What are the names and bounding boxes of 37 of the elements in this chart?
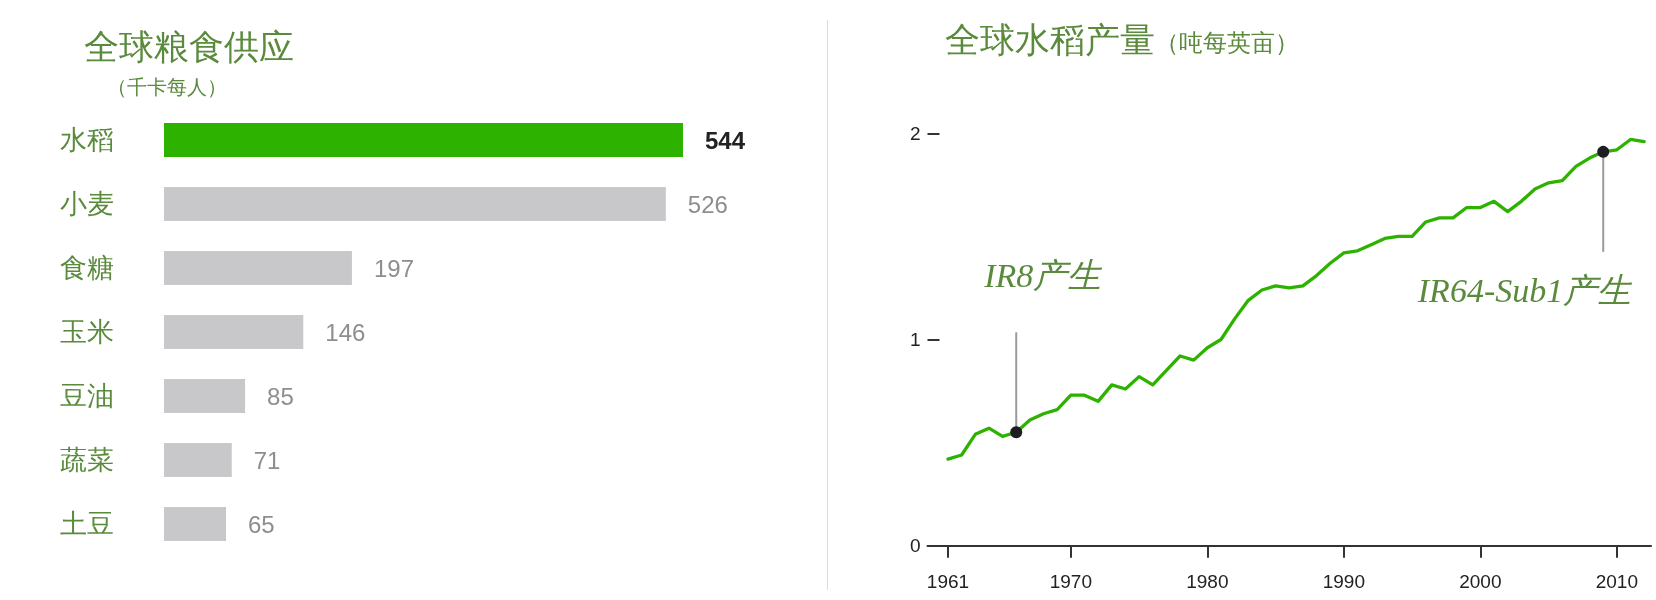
bar	[164, 379, 246, 413]
annotation: IR64-Sub1产生	[1416, 272, 1634, 310]
line-series	[946, 137, 1646, 461]
y-tick-label: 1	[909, 329, 921, 350]
y-tick-label: 土豆	[60, 509, 114, 539]
y-tick-label: 豆油	[60, 381, 114, 411]
y-tick-label: 玉米	[60, 317, 114, 347]
x-tick-label: 2000	[1459, 570, 1502, 592]
x-tick-label: 1970	[1049, 570, 1092, 592]
bar	[164, 507, 227, 541]
chart-title: 全球粮食供应	[84, 28, 294, 67]
y-tick-label: 0	[909, 535, 921, 557]
x-tick-label: 2010	[1595, 570, 1639, 592]
bar	[164, 251, 352, 285]
chart-subtitle: （吨每英亩）	[1155, 30, 1299, 57]
data-label: 544	[705, 126, 746, 154]
annotation: IR8产生	[983, 256, 1104, 294]
y-tick-label: 2	[909, 122, 921, 144]
y-tick-label: 蔬菜	[60, 445, 114, 475]
bar	[164, 187, 666, 221]
data-label: 65	[248, 510, 275, 538]
bar	[164, 123, 683, 157]
bar	[164, 315, 304, 349]
data-label: 197	[373, 254, 414, 282]
x-tick-label: 1990	[1322, 570, 1365, 592]
x-tick-label: 1980	[1186, 570, 1229, 592]
data-label: 526	[687, 190, 728, 218]
y-tick-label: 食糖	[60, 253, 114, 283]
data-label: 146	[325, 318, 366, 346]
data-label: 85	[267, 382, 294, 410]
chart-subtitle: （千卡每人）	[107, 76, 227, 98]
data-label: 71	[253, 446, 281, 474]
y-tick-label: 水稻	[60, 125, 114, 155]
x-tick-label: 1961	[926, 570, 970, 592]
chart-title: 全球水稻产量	[945, 21, 1155, 60]
y-tick-label: 小麦	[60, 189, 114, 219]
bar	[164, 443, 232, 477]
